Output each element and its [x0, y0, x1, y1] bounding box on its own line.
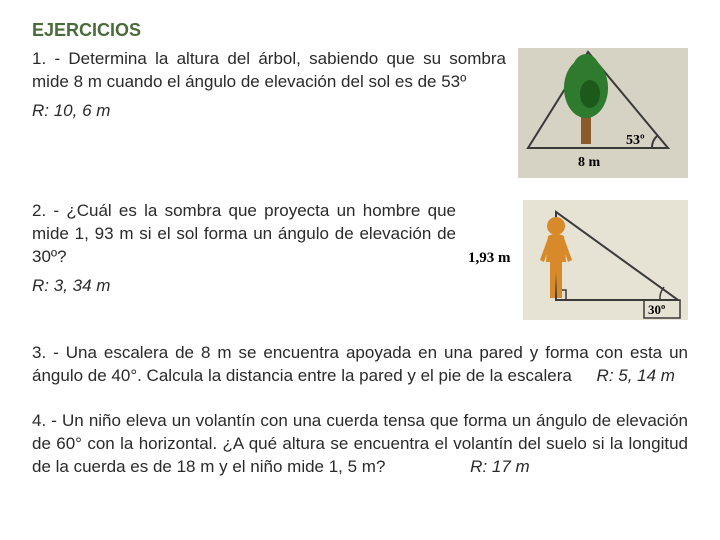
- exercise-1-answer: R: 10, 6 m: [32, 100, 506, 123]
- exercise-2-text: 2. - ¿Cuál es la sombra que proyecta un …: [32, 200, 456, 298]
- exercise-3-answer: R: 5, 14 m: [597, 366, 675, 385]
- exercise-1-text: 1. - Determina la altura del árbol, sabi…: [32, 48, 506, 123]
- height-label: 1,93 m: [468, 250, 511, 266]
- page-title: EJERCICIOS: [32, 18, 688, 42]
- exercise-1-prompt: 1. - Determina la altura del árbol, sabi…: [32, 48, 506, 94]
- exercise-4-text: 4. - Un niño eleva un volantín con una c…: [32, 411, 688, 476]
- exercise-3: 3. - Una escalera de 8 m se encuentra ap…: [32, 342, 688, 388]
- exercise-2: 2. - ¿Cuál es la sombra que proyecta un …: [32, 200, 688, 320]
- exercise-2-prompt: 2. - ¿Cuál es la sombra que proyecta un …: [32, 200, 456, 269]
- angle-label-2: 30º: [648, 302, 665, 317]
- exercise-4-answer: R: 17 m: [470, 457, 530, 476]
- angle-label: 53º: [626, 133, 645, 148]
- exercise-2-figure: 1,93 m 30º: [468, 200, 688, 320]
- exercise-3-text: 3. - Una escalera de 8 m se encuentra ap…: [32, 343, 688, 385]
- tree-triangle-diagram: 53º 8 m: [518, 48, 688, 178]
- exercise-1: 1. - Determina la altura del árbol, sabi…: [32, 48, 688, 178]
- exercise-2-answer: R: 3, 34 m: [32, 275, 456, 298]
- exercise-4: 4. - Un niño eleva un volantín con una c…: [32, 410, 688, 479]
- base-label: 8 m: [578, 155, 601, 170]
- exercise-1-figure: 53º 8 m: [518, 48, 688, 178]
- man-triangle-diagram: 1,93 m 30º: [468, 200, 688, 320]
